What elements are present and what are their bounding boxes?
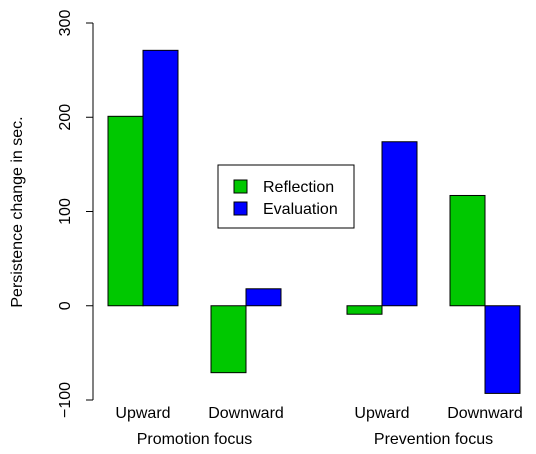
legend: Reflection Evaluation [217, 164, 355, 229]
y-axis: −100 0 100 200 300 [57, 10, 94, 418]
x-category-label: Downward [447, 405, 523, 422]
bar-reflection-0 [107, 115, 144, 307]
bar-reflection-1 [210, 305, 247, 374]
bar-evaluation-1 [245, 288, 282, 307]
y-tick-label: −100 [57, 382, 74, 418]
x-labels: Upward Downward Upward Downward Promotion fo… [115, 405, 522, 448]
x-category-label: Upward [354, 405, 409, 422]
legend-label-evaluation: Evaluation [263, 201, 338, 218]
bar-reflection-3 [449, 194, 486, 307]
x-category-label: Downward [208, 405, 284, 422]
bar-evaluation-0 [142, 49, 179, 307]
bar-evaluation-2 [381, 141, 418, 307]
y-tick-label: 0 [57, 301, 74, 310]
y-tick-label: 300 [57, 10, 74, 37]
legend-swatch-evaluation [233, 201, 248, 216]
y-tick-label: 200 [57, 104, 74, 131]
x-group-label: Prevention focus [374, 431, 493, 448]
bars [107, 49, 521, 394]
bar-reflection-2 [346, 305, 383, 315]
x-group-label: Promotion focus [137, 431, 253, 448]
x-category-label: Upward [115, 405, 170, 422]
legend-items: Reflection Evaluation [233, 179, 338, 218]
bar-evaluation-3 [484, 305, 521, 394]
y-axis-title: Persistence change in sec. [9, 116, 26, 307]
legend-swatch-reflection [233, 179, 248, 194]
y-tick-label: 100 [57, 198, 74, 225]
legend-label-reflection: Reflection [263, 179, 334, 196]
legend-box [217, 164, 355, 229]
